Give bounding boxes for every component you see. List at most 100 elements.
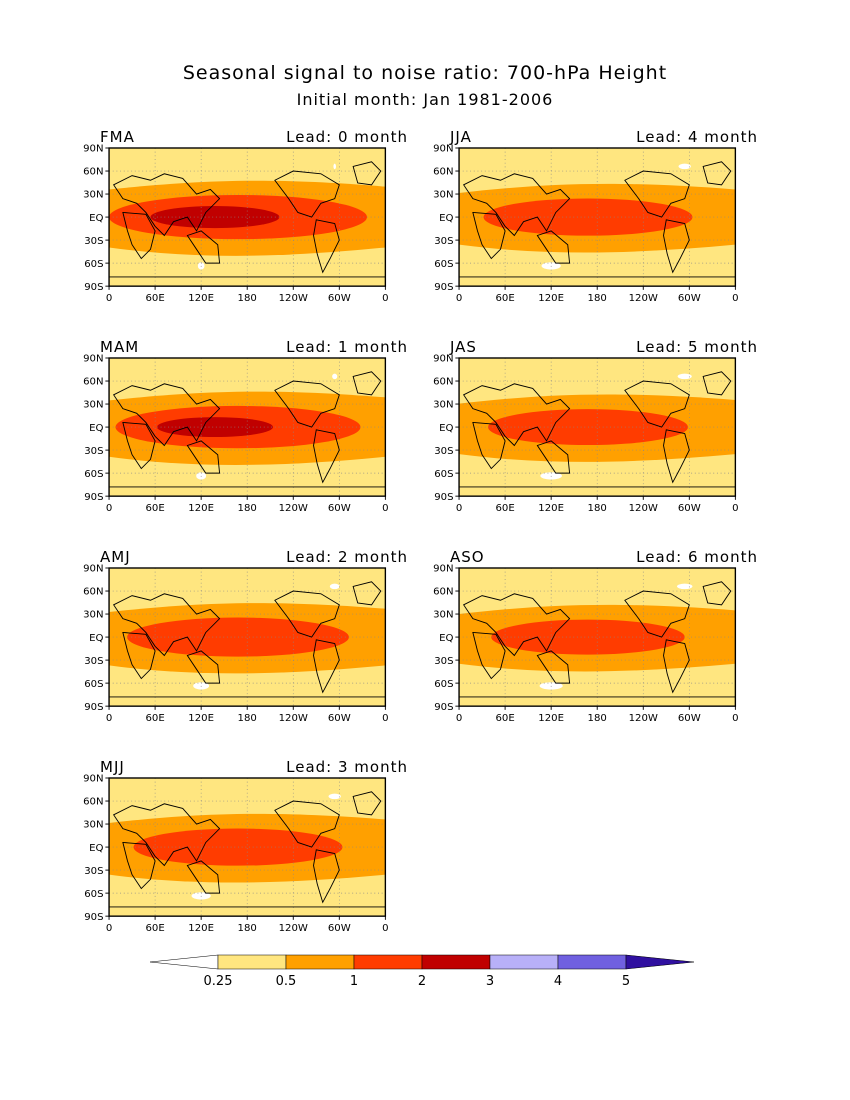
coastline (702, 371, 732, 396)
colorbar-label: 0.5 (276, 974, 297, 989)
map-panel-fma: FMA Lead: 0 month 90N 60N 30N EQ 30S 60S 90S 0 60E… (58, 128, 418, 328)
y-tick-label: 30S (84, 236, 103, 247)
coastline (274, 380, 340, 428)
x-tick-label: 180 (588, 293, 607, 304)
colorbar-cell (353, 954, 423, 970)
x-tick-label: 0 (732, 293, 738, 304)
y-tick-label: 90S (84, 702, 103, 713)
y-tick-label: 90N (433, 564, 453, 575)
coastline (313, 849, 340, 904)
x-tick-label: 180 (588, 503, 607, 514)
y-tick-label: 90N (433, 144, 453, 155)
coastline (313, 219, 340, 274)
coastline (663, 219, 690, 274)
x-tick-label: 120E (188, 503, 214, 514)
coastline (352, 581, 382, 606)
coastline (274, 800, 340, 848)
y-tick-label: EQ (89, 633, 103, 644)
field-band-red (133, 828, 343, 866)
x-tick-label: 0 (456, 713, 462, 724)
y-tick-label: 60S (434, 259, 453, 270)
y-tick-label: 30S (434, 446, 453, 457)
panel-lead-label: Lead: 3 month (286, 758, 408, 776)
x-tick-label: 60E (495, 713, 514, 724)
coastline (462, 593, 571, 657)
coastline (274, 590, 340, 638)
coastline (122, 841, 156, 890)
y-tick-label: EQ (439, 213, 453, 224)
x-tick-label: 0 (456, 503, 462, 514)
y-tick-label: EQ (89, 843, 103, 854)
panel-lead-label: Lead: 1 month (286, 338, 408, 356)
x-tick-label: 0 (106, 713, 112, 724)
y-tick-label: 60N (83, 587, 103, 598)
coastline (472, 421, 506, 470)
panel-season-label: JAS (450, 338, 477, 356)
colorbar-cell (217, 954, 287, 970)
panel-lead-label: Lead: 4 month (636, 128, 758, 146)
panel-season-label: FMA (100, 128, 135, 146)
field-band-white (329, 583, 340, 590)
colorbar-cell (489, 954, 559, 970)
coastline (313, 429, 340, 484)
map-panel-jas: JAS Lead: 5 month 90N 60N 30N EQ 30S 60S 90S 0 60E… (408, 338, 768, 538)
map-panel-jja: JJA Lead: 4 month 90N 60N 30N EQ 30S 60S 90S 0 60E… (408, 128, 768, 328)
coastline (186, 440, 221, 474)
field-band-white (332, 373, 338, 380)
y-tick-label: 30S (84, 866, 103, 877)
x-tick-label: 0 (382, 923, 388, 934)
x-tick-label: 0 (382, 503, 388, 514)
map-panel-amj: AMJ Lead: 2 month 90N 60N 30N EQ 30S 60S 90S 0 60E… (58, 548, 418, 748)
x-tick-label: 60E (495, 503, 514, 514)
y-tick-label: 60N (83, 167, 103, 178)
x-tick-label: 120E (188, 293, 214, 304)
coastline (663, 429, 690, 484)
x-tick-label: 120W (279, 713, 308, 724)
coastline (112, 803, 221, 867)
x-tick-label: 60W (678, 713, 701, 724)
x-tick-label: 60E (145, 293, 164, 304)
map-panel-mjj: MJJ Lead: 3 month 90N 60N 30N EQ 30S 60S 90S 0 60E… (58, 758, 418, 958)
field-band-white (333, 163, 337, 170)
x-tick-label: 60E (495, 293, 514, 304)
x-tick-label: 60E (145, 713, 164, 724)
coastline (702, 581, 732, 606)
coastline (112, 593, 221, 657)
x-tick-label: 0 (106, 293, 112, 304)
x-tick-label: 180 (238, 713, 257, 724)
coastline (472, 631, 506, 680)
coastline (352, 371, 382, 396)
panel-lead-label: Lead: 0 month (286, 128, 408, 146)
x-tick-label: 60W (328, 713, 351, 724)
x-tick-label: 0 (456, 293, 462, 304)
coastline (274, 170, 340, 218)
page-subtitle: Initial month: Jan 1981-2006 (296, 90, 554, 109)
x-tick-label: 180 (238, 293, 257, 304)
field-band-white (678, 163, 691, 170)
x-tick-label: 60W (328, 923, 351, 934)
panel-lead-label: Lead: 6 month (636, 548, 758, 566)
x-tick-label: 0 (732, 503, 738, 514)
x-tick-label: 120W (279, 923, 308, 934)
field-band-white (540, 472, 562, 480)
x-tick-label: 120E (188, 713, 214, 724)
y-tick-label: 90N (83, 564, 103, 575)
y-tick-label: 90S (434, 492, 453, 503)
coastline (186, 860, 221, 894)
y-tick-label: 60N (433, 167, 453, 178)
x-tick-label: 0 (382, 713, 388, 724)
x-tick-label: 120W (629, 503, 658, 514)
coastline (462, 383, 571, 447)
y-tick-label: 90N (83, 354, 103, 365)
field-band-white (197, 262, 205, 270)
x-tick-label: 60W (678, 503, 701, 514)
coastline (352, 791, 382, 816)
y-tick-label: EQ (89, 213, 103, 224)
coastline (536, 650, 571, 684)
